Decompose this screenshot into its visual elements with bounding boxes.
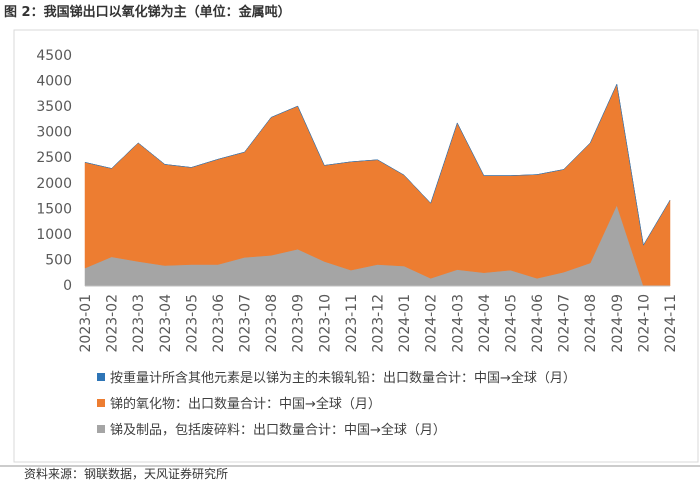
x-tick-label: 2023-12 — [371, 294, 387, 353]
y-tick-label: 500 — [45, 252, 72, 268]
x-tick-label: 2023-10 — [317, 294, 333, 353]
x-tick-label: 2024-09 — [610, 294, 626, 353]
y-tick-label: 3500 — [36, 99, 72, 115]
x-tick-label: 2023-02 — [105, 294, 121, 353]
legend-label: 锑及制品，包括废碎料：出口数量合计：中国→全球（月） — [110, 422, 446, 438]
y-tick-label: 4500 — [36, 48, 72, 64]
x-tick-label: 2023-07 — [238, 294, 254, 353]
x-tick-label: 2023-03 — [131, 294, 147, 353]
x-tick-label: 2023-06 — [211, 294, 227, 353]
x-tick-label: 2023-05 — [184, 294, 200, 353]
x-tick-label: 2023-11 — [344, 294, 360, 353]
y-tick-label: 1000 — [36, 227, 72, 243]
chart-title: 图 2：我国锑出口以氧化锑为主（单位：金属吨） — [4, 4, 291, 20]
y-tick-label: 4000 — [36, 74, 72, 90]
y-tick-label: 1500 — [36, 201, 72, 217]
x-tick-label: 2024-07 — [557, 294, 573, 353]
x-tick-label: 2024-01 — [397, 294, 413, 353]
x-tick-label: 2024-11 — [663, 294, 679, 353]
x-tick-label: 2024-04 — [477, 294, 493, 353]
x-tick-label: 2024-05 — [503, 294, 519, 353]
y-tick-label: 2500 — [36, 150, 72, 166]
x-tick-label: 2023-04 — [158, 294, 174, 353]
x-tick-label: 2024-10 — [636, 294, 652, 353]
x-tick-label: 2023-09 — [291, 294, 307, 353]
x-tick-label: 2024-06 — [530, 294, 546, 353]
x-tick-label: 2024-03 — [450, 294, 466, 353]
y-tick-label: 0 — [63, 278, 72, 294]
chart-frame — [13, 29, 699, 463]
legend-label: 按重量计所含其他元素是以锑为主的未锻轧铅：出口数量合计：中国→全球（月） — [110, 370, 576, 386]
x-tick-label: 2024-02 — [424, 294, 440, 353]
y-tick-label: 3000 — [36, 125, 72, 141]
x-tick-label: 2023-01 — [78, 294, 94, 353]
legend-label: 锑的氧化物：出口数量合计：中国→全球（月） — [110, 396, 381, 412]
y-tick-label: 2000 — [36, 176, 72, 192]
x-tick-label: 2024-08 — [583, 294, 599, 353]
area — [84, 83, 671, 287]
legend-marker — [97, 373, 105, 381]
x-tick-label: 2023-08 — [264, 294, 280, 353]
legend-marker — [97, 399, 105, 407]
source: 资料来源：钢联数据，天风证券研究所 — [24, 466, 228, 480]
legend-marker — [97, 425, 105, 433]
